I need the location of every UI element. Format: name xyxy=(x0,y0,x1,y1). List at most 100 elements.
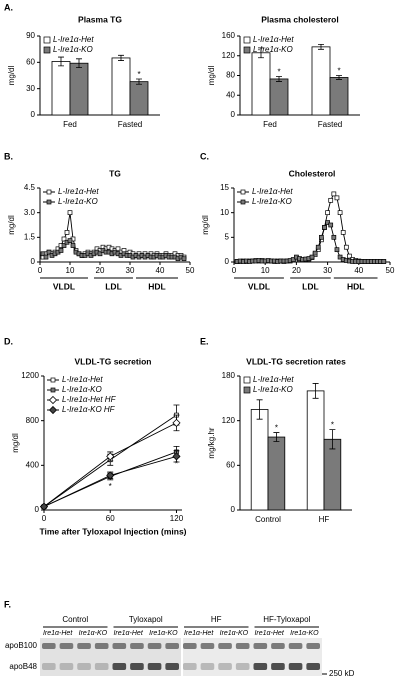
marker xyxy=(334,195,340,201)
error-bar xyxy=(76,58,82,68)
legend-marker xyxy=(46,189,52,195)
y-tick-label: 180 xyxy=(222,371,236,380)
lane-label: Ire1α-Het xyxy=(184,630,214,637)
blot-band xyxy=(218,643,232,649)
y-tick-label: 4.5 xyxy=(24,183,36,192)
marker xyxy=(343,244,349,250)
legend-marker xyxy=(240,189,246,195)
blot-band xyxy=(200,663,215,670)
x-tick-label: 30 xyxy=(323,266,332,275)
legend-marker xyxy=(46,199,52,205)
panel-label: C. xyxy=(200,151,209,161)
blot-band xyxy=(59,643,74,649)
error-bar xyxy=(329,429,336,450)
panel-label: F. xyxy=(4,599,11,609)
marker xyxy=(181,256,187,262)
legend-label: L-Ire1α-Het xyxy=(253,35,294,44)
x-axis-label: Time after Tyloxapol Injection (mins) xyxy=(39,526,186,536)
marker xyxy=(331,191,337,197)
bar xyxy=(51,61,71,116)
blot-band xyxy=(42,643,56,649)
blot-band xyxy=(77,663,91,670)
bar xyxy=(69,62,89,116)
group-label: Tyloxapol xyxy=(129,615,163,624)
y-tick-label: 1.5 xyxy=(24,232,36,241)
marker xyxy=(106,452,115,461)
blot-band xyxy=(165,643,179,649)
legend-label: L-Ire1α-Het xyxy=(53,35,94,44)
significance-mark: * xyxy=(277,68,280,77)
x-tick-label: 120 xyxy=(170,514,184,523)
y-tick-label: 3.0 xyxy=(24,208,36,217)
blot-band xyxy=(147,643,162,649)
legend-swatch xyxy=(43,46,51,54)
fraction-label: HDL xyxy=(347,281,364,291)
marker xyxy=(64,230,70,235)
lane-label: Ire1α-Het xyxy=(254,630,284,637)
group-label: HF xyxy=(211,615,222,624)
blot-band xyxy=(235,663,250,670)
y-tick-label: 10 xyxy=(220,208,229,217)
blot-band xyxy=(306,663,320,670)
size-marker-label: 250 kD xyxy=(329,669,355,678)
bar xyxy=(269,78,289,116)
significance-mark: * xyxy=(137,70,140,79)
marker xyxy=(40,251,46,257)
error-bar xyxy=(58,56,64,67)
x-tick-label: HF xyxy=(319,515,330,524)
fraction-label: LDL xyxy=(302,281,319,291)
bar xyxy=(306,390,325,511)
marker xyxy=(337,254,343,260)
y-tick-label: 160 xyxy=(222,31,236,40)
x-tick-label: 10 xyxy=(66,266,75,275)
blot-band xyxy=(42,663,56,670)
significance-mark: * xyxy=(109,482,112,491)
chart-title: Plasma TG xyxy=(78,14,122,24)
x-tick-label: 0 xyxy=(42,514,47,523)
blot-band xyxy=(288,663,303,670)
legend-label: L-Ire1α-Het xyxy=(62,375,103,384)
marker xyxy=(106,471,115,480)
x-tick-label: 60 xyxy=(106,514,115,523)
x-tick-label: Fed xyxy=(63,120,77,129)
marker xyxy=(322,225,327,230)
y-tick-label: 0 xyxy=(231,505,236,514)
marker xyxy=(39,502,49,511)
blot-band xyxy=(271,663,285,670)
blot-band xyxy=(94,663,109,670)
chart-title: VLDL-TG secretion xyxy=(75,356,152,366)
blot-band xyxy=(112,643,127,649)
bar xyxy=(311,46,331,116)
error-bar xyxy=(312,383,319,399)
y-tick-label: 0 xyxy=(231,110,236,119)
blot-band xyxy=(200,643,215,649)
legend-marker xyxy=(48,395,58,405)
marker xyxy=(328,222,334,228)
blot-band xyxy=(235,643,250,649)
group-label: HF-Tyloxapol xyxy=(263,615,310,624)
marker xyxy=(172,418,181,427)
marker xyxy=(381,259,387,264)
y-tick-label: 5 xyxy=(225,232,230,241)
x-tick-label: Fasted xyxy=(118,120,142,129)
y-tick-label: 90 xyxy=(26,31,35,40)
legend-swatch xyxy=(43,36,51,44)
marker xyxy=(43,254,49,260)
blot-band xyxy=(94,643,109,649)
error-bar xyxy=(258,47,264,59)
panel-label: B. xyxy=(4,151,13,161)
panel-label: E. xyxy=(200,336,209,346)
blot-band xyxy=(218,663,232,670)
marker xyxy=(325,220,330,225)
legend-label: L-Ire1α-KO xyxy=(253,385,293,394)
significance-mark: * xyxy=(275,424,278,433)
legend-label: L-Ire1α-KO xyxy=(58,197,98,206)
blot-band xyxy=(59,663,74,670)
x-tick-label: 40 xyxy=(156,266,165,275)
bar xyxy=(329,77,349,116)
blot-band xyxy=(253,643,268,649)
y-tick-label: 60 xyxy=(226,460,235,469)
blot-band xyxy=(183,643,197,649)
bar xyxy=(251,52,271,116)
y-tick-label: 120 xyxy=(222,416,236,425)
